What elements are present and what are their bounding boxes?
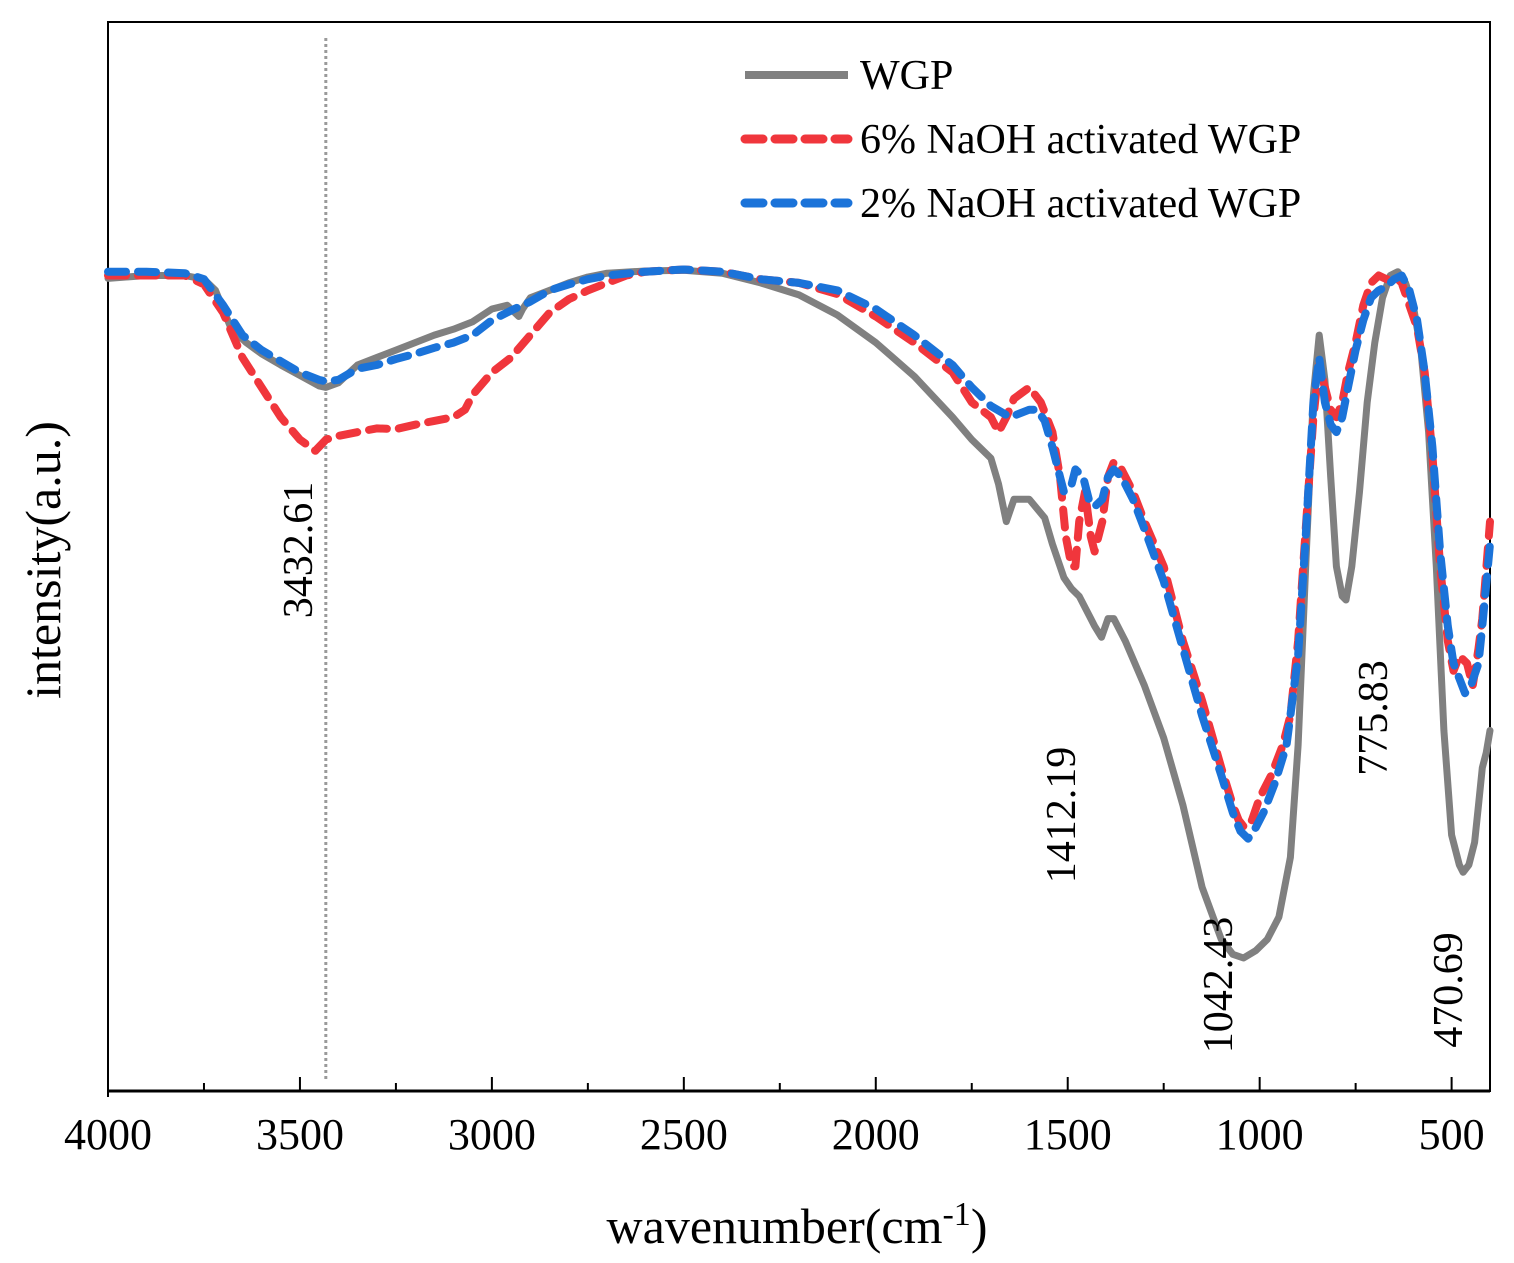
y-axis-title: intensity(a.u.): [15, 421, 71, 699]
x-tick-label-2500: 2500: [640, 1110, 728, 1159]
series-line-0: [104, 266, 1494, 962]
x-axis-title: wavenumber(cm-1): [607, 1196, 988, 1254]
annotation-layer: 3432.61 1412.19 1042.43 775.83 470.69: [276, 482, 1472, 1054]
x-axis: 4000 3500 3000 2500 2000 1500 1000 500: [64, 1077, 1490, 1159]
x-tick-label-1000: 1000: [1216, 1110, 1304, 1159]
series-line-1: [104, 265, 1494, 832]
x-tick-label-500: 500: [1419, 1110, 1485, 1159]
x-tick-label-2000: 2000: [832, 1110, 920, 1159]
peak-label-3432.61: 3432.61: [276, 482, 322, 619]
x-tick-label-4000: 4000: [64, 1110, 152, 1159]
legend-label-1: 6% NaOH activated WGP: [860, 117, 1301, 163]
peak-label-775.83: 775.83: [1351, 660, 1397, 776]
legend-label-2: 2% NaOH activated WGP: [860, 181, 1301, 227]
x-tick-label-3000: 3000: [448, 1110, 536, 1159]
legend-label-0: WGP: [860, 53, 953, 99]
series-line-2: [104, 265, 1494, 843]
peak-label-1042.43: 1042.43: [1196, 917, 1242, 1054]
legend: WGP 6% NaOH activated WGP 2% NaOH activate…: [740, 53, 1301, 227]
peak-label-470.69: 470.69: [1426, 932, 1472, 1048]
series-layer: [104, 265, 1494, 962]
x-tick-label-1500: 1500: [1024, 1110, 1112, 1159]
x-tick-label-3500: 3500: [256, 1110, 344, 1159]
peak-label-1412.19: 1412.19: [1039, 747, 1085, 884]
